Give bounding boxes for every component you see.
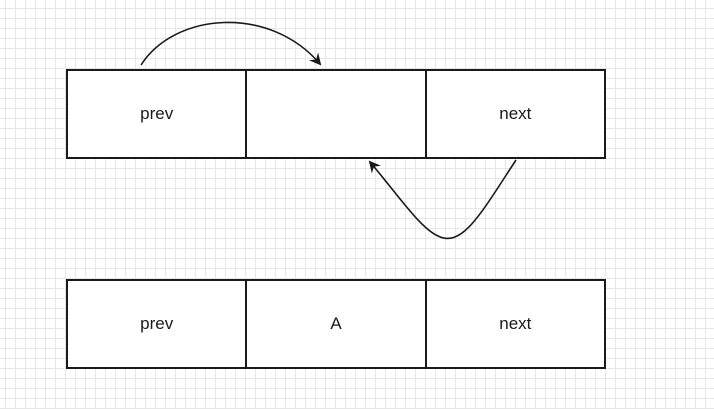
bottom-node-next-cell: next: [424, 281, 604, 367]
bottom-node-prev-cell: prev: [140, 314, 174, 333]
top-node: prev next: [66, 69, 606, 159]
prev-to-middle-arrow: [140, 21, 322, 66]
top-node-prev-cell: prev: [140, 104, 174, 123]
bottom-node-value-cell: A: [245, 281, 424, 367]
top-node-next-cell: next: [424, 71, 604, 157]
next-to-middle-arrow: [368, 159, 517, 240]
top-node-middle-cell: [245, 71, 424, 157]
bottom-node: prev A next: [66, 279, 606, 369]
